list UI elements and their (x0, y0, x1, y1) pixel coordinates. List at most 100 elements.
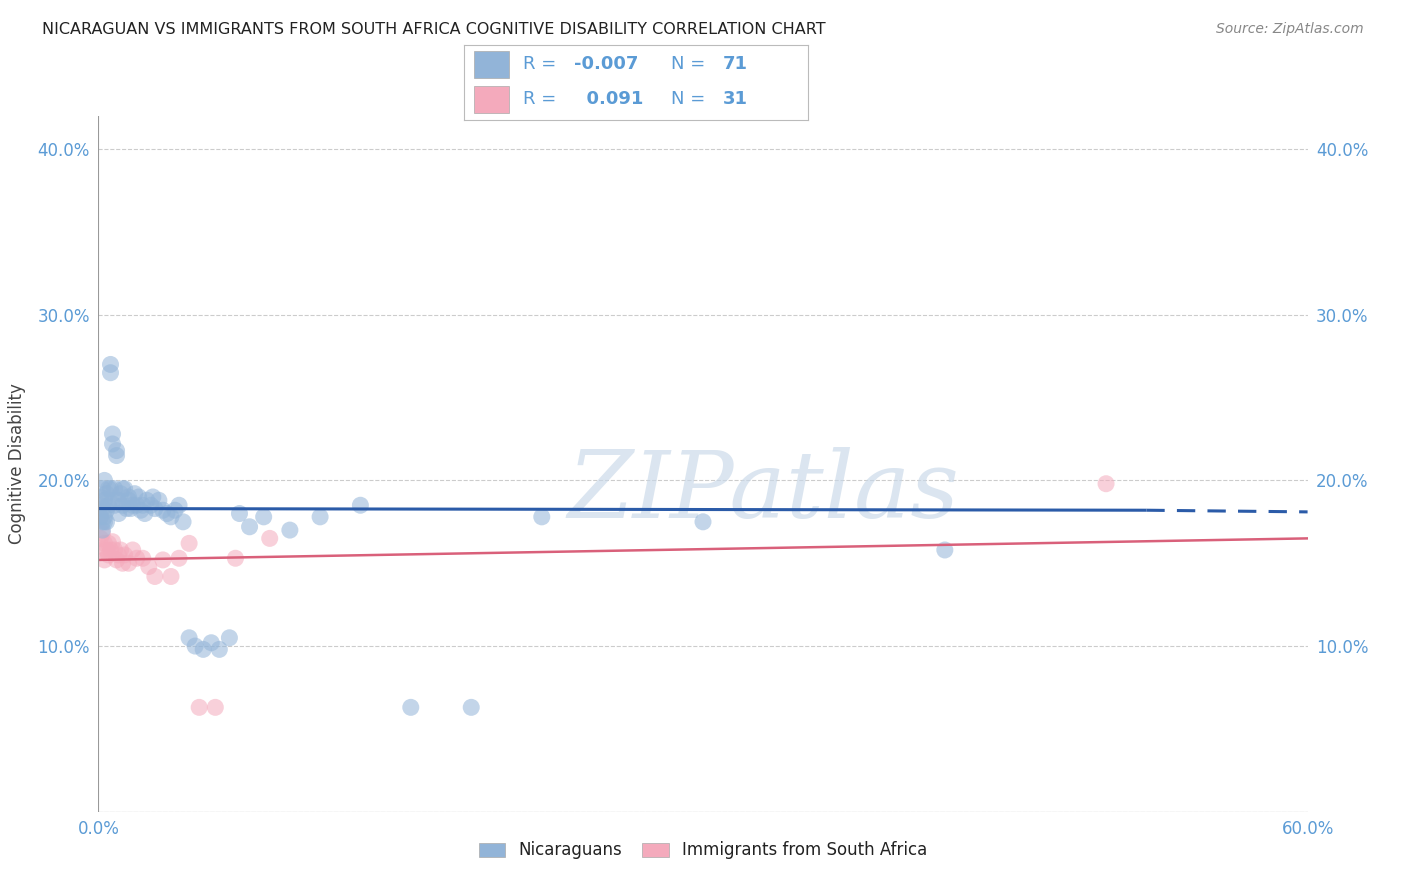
Point (349, 498, 371, 512)
Point (204, 700, 226, 714)
Point (107, 548, 129, 562)
Point (530, 509, 553, 524)
Point (179, 536, 201, 550)
Point (91, 515, 114, 529)
Point (253, 509, 276, 524)
Point (97, 548, 120, 562)
Point (114, 548, 136, 562)
Point (125, 551, 148, 566)
Point (101, 427, 124, 442)
Point (96, 515, 118, 529)
Text: NICARAGUAN VS IMMIGRANTS FROM SOUTH AFRICA COGNITIVE DISABILITY CORRELATION CHAR: NICARAGUAN VS IMMIGRANTS FROM SOUTH AFRI… (42, 22, 825, 37)
Point (156, 507, 179, 521)
Point (239, 520, 262, 534)
Text: R =: R = (523, 90, 561, 108)
Point (89, 509, 111, 524)
Point (115, 501, 138, 516)
FancyBboxPatch shape (474, 86, 509, 112)
Point (110, 543, 132, 558)
Point (134, 507, 156, 521)
Point (96, 486, 118, 500)
Point (111, 482, 134, 496)
Point (278, 523, 301, 537)
Point (139, 498, 162, 512)
Point (120, 501, 142, 516)
Point (111, 556, 134, 570)
Point (91, 543, 114, 558)
Point (101, 534, 124, 549)
Point (114, 482, 136, 496)
Point (129, 503, 152, 517)
Point (163, 503, 186, 517)
Point (97, 482, 120, 496)
Point (100, 366, 122, 380)
Point (200, 636, 222, 650)
Point (132, 498, 155, 512)
Point (91, 501, 114, 516)
FancyBboxPatch shape (474, 51, 509, 78)
Text: 0.091: 0.091 (574, 90, 644, 108)
Y-axis label: Cognitive Disability: Cognitive Disability (8, 384, 27, 544)
Point (135, 493, 157, 508)
Point (160, 509, 183, 524)
Point (110, 486, 132, 500)
Point (89, 490, 111, 504)
Point (96, 503, 118, 517)
Point (142, 490, 165, 504)
Point (138, 559, 160, 574)
Point (188, 700, 211, 714)
Point (179, 631, 201, 645)
Point (100, 358, 122, 372)
Point (105, 449, 128, 463)
Point (101, 493, 124, 508)
Point (100, 543, 122, 558)
Point (160, 569, 183, 583)
Point (184, 639, 207, 653)
Point (91, 526, 114, 541)
Point (103, 482, 125, 496)
Point (107, 507, 129, 521)
Point (118, 493, 141, 508)
Point (143, 569, 166, 583)
Point (460, 700, 482, 714)
Point (93, 493, 115, 508)
Text: Source: ZipAtlas.com: Source: ZipAtlas.com (1216, 22, 1364, 37)
Point (218, 631, 240, 645)
Point (97, 498, 120, 512)
Point (91, 523, 114, 537)
Point (105, 443, 128, 458)
Point (152, 553, 174, 567)
Point (152, 503, 174, 517)
Point (89, 532, 111, 546)
Point (692, 515, 714, 529)
Text: ZIPatlas: ZIPatlas (568, 447, 959, 537)
Point (124, 486, 146, 500)
Point (167, 551, 190, 566)
Text: N =: N = (671, 55, 710, 73)
Point (103, 498, 125, 512)
Point (93, 474, 115, 488)
Point (128, 490, 150, 504)
Legend: Nicaraguans, Immigrants from South Africa: Nicaraguans, Immigrants from South Afric… (472, 835, 934, 866)
Point (93, 515, 115, 529)
Point (118, 556, 141, 570)
Point (148, 493, 170, 508)
Point (934, 543, 956, 558)
Point (93, 509, 115, 524)
Point (93, 536, 115, 550)
Point (105, 553, 128, 567)
Point (224, 551, 246, 566)
Text: 31: 31 (723, 90, 748, 108)
Point (172, 515, 194, 529)
Point (121, 498, 143, 512)
Point (103, 543, 125, 558)
Point (143, 501, 166, 516)
Point (193, 642, 215, 657)
Point (309, 509, 332, 524)
Point (167, 498, 190, 512)
Point (1095, 476, 1118, 491)
Point (208, 642, 231, 657)
Point (101, 437, 124, 451)
Point (111, 498, 134, 512)
Point (100, 482, 122, 496)
